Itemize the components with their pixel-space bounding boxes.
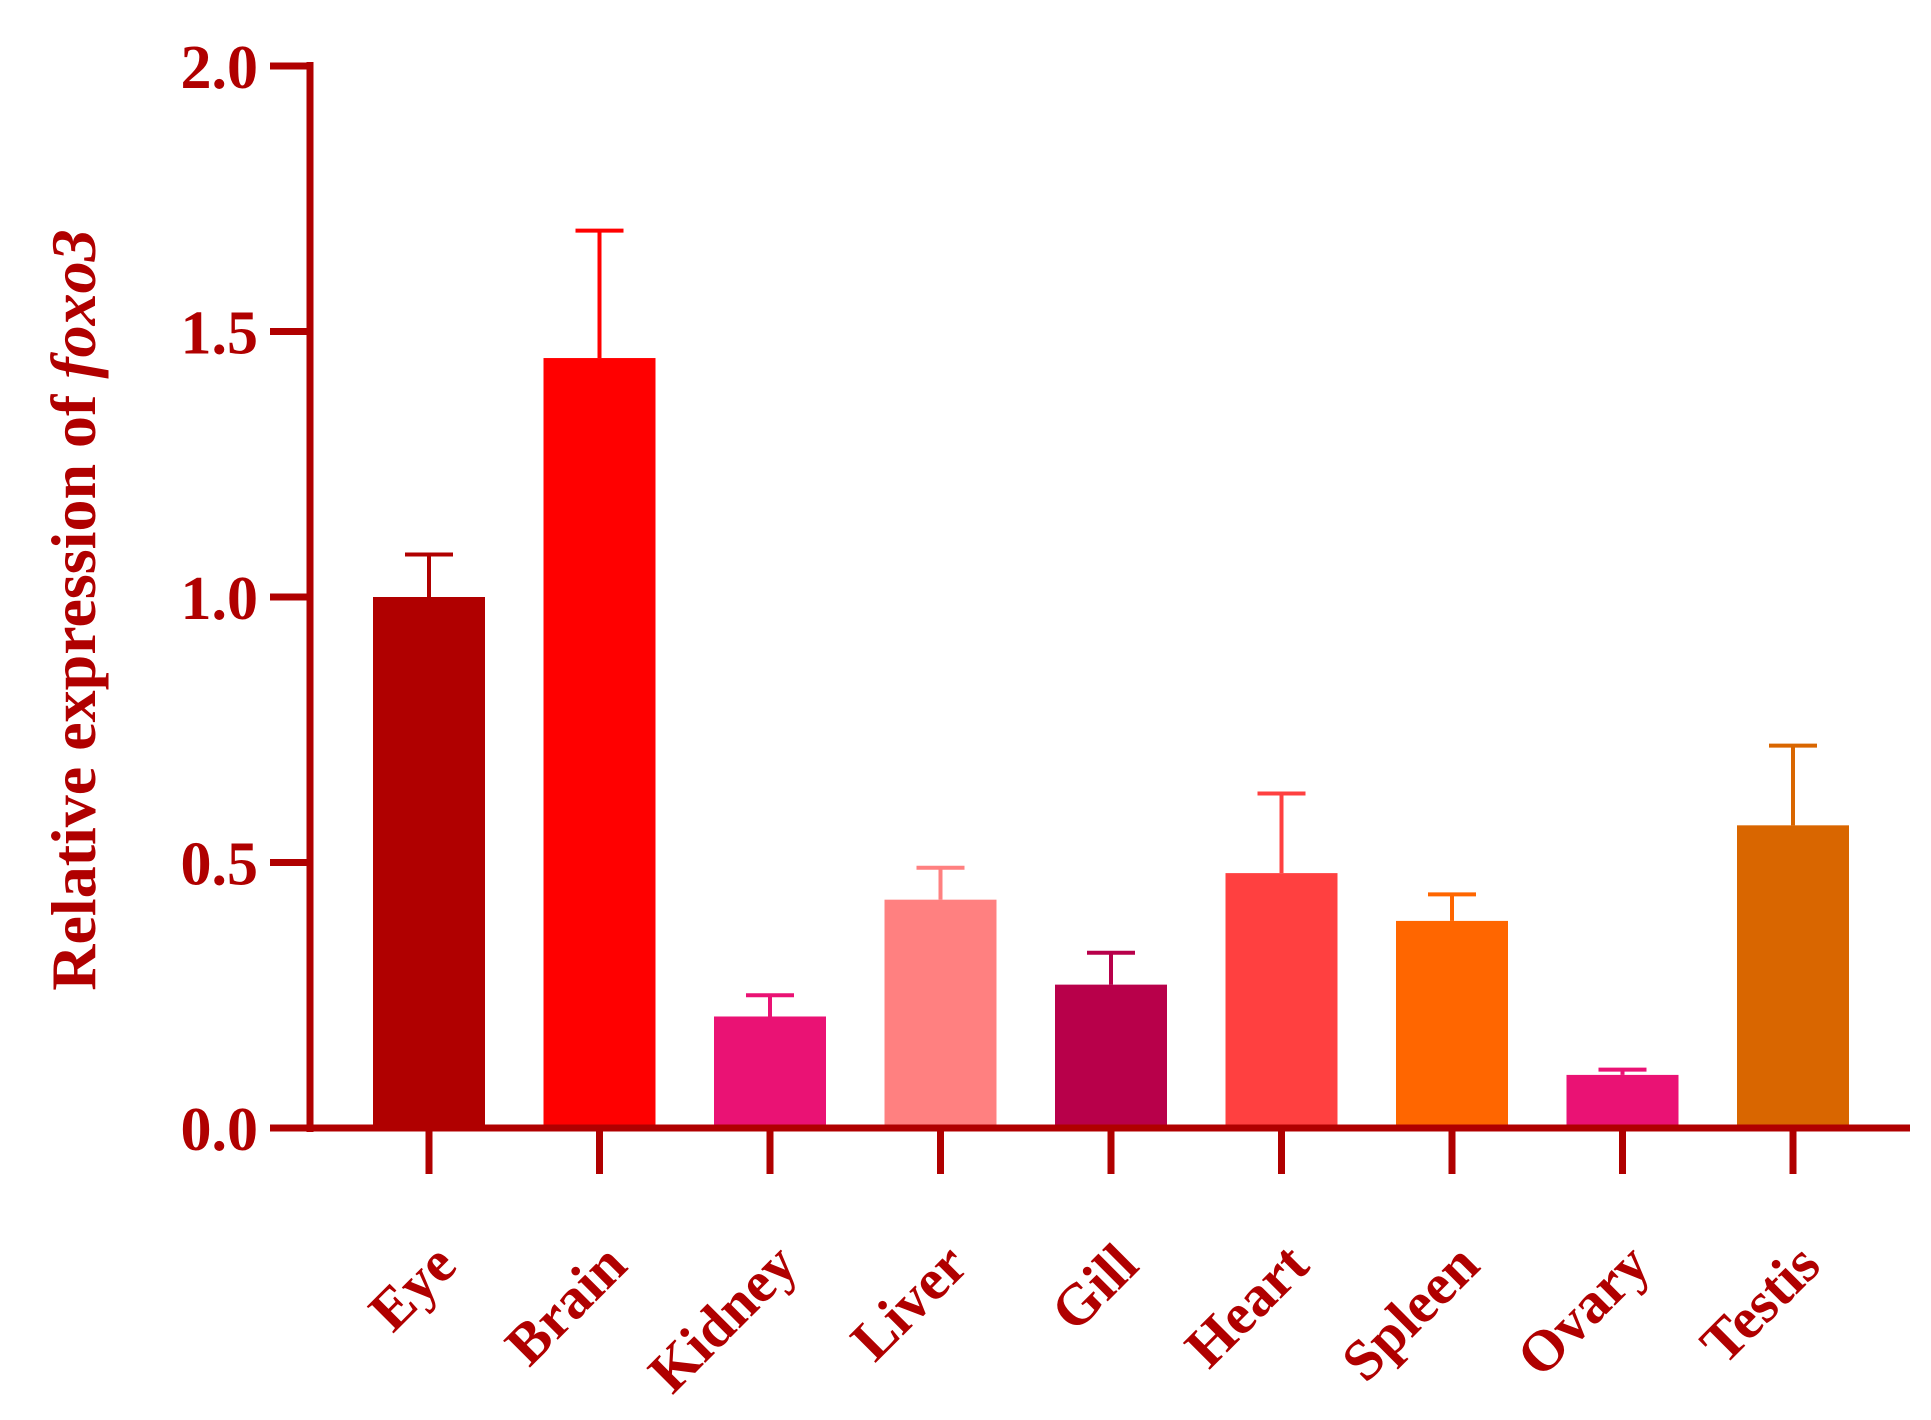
y-tick-label: 1.5	[181, 300, 259, 368]
x-tick-label: Heart	[1172, 1231, 1321, 1380]
bar-liver	[884, 899, 997, 1128]
bar-ovary	[1566, 1074, 1679, 1128]
axes-layer	[270, 62, 1910, 1174]
bar-eye	[373, 597, 485, 1128]
bar-heart	[1225, 873, 1338, 1128]
x-tick-label: Spleen	[1329, 1231, 1491, 1393]
x-tick-label: Eye	[356, 1231, 468, 1343]
bars-layer	[373, 358, 1849, 1128]
error-bar-liver	[916, 865, 965, 900]
bar-testis	[1737, 825, 1849, 1128]
bar-brain	[543, 358, 656, 1128]
x-tick-label: Testis	[1687, 1231, 1832, 1376]
bar-kidney	[714, 1016, 826, 1128]
y-tick-label: 1.0	[181, 565, 259, 633]
error-bar-spleen	[1428, 892, 1476, 921]
y-tick-label: 2.0	[181, 34, 259, 102]
y-axis-title-prefix: Relative expression of	[38, 379, 109, 991]
y-tick-label: 0.0	[181, 1096, 259, 1164]
bar-spleen	[1396, 920, 1508, 1128]
y-tick-label: 0.5	[181, 831, 259, 899]
error-bar-kidney	[746, 993, 794, 1017]
error-bar-gill	[1087, 950, 1135, 985]
error-bars-layer	[405, 228, 1817, 1075]
error-bar-testis	[1769, 743, 1817, 826]
y-axis-title: Relative expression of foxo3	[38, 229, 109, 990]
y-axis-title-gene: foxo3	[38, 229, 109, 378]
x-tick-label: Brain	[492, 1231, 638, 1377]
x-tick-label: Liver	[838, 1231, 980, 1373]
error-bar-brain	[575, 228, 624, 359]
error-bar-ovary	[1598, 1067, 1647, 1075]
x-tick-label: Gill	[1038, 1231, 1150, 1343]
error-bar-heart	[1257, 791, 1306, 874]
x-tick-label: Kidney	[636, 1231, 810, 1405]
error-bar-eye	[405, 552, 453, 597]
x-tick-label: Ovary	[1504, 1231, 1662, 1389]
bar-gill	[1055, 984, 1167, 1128]
